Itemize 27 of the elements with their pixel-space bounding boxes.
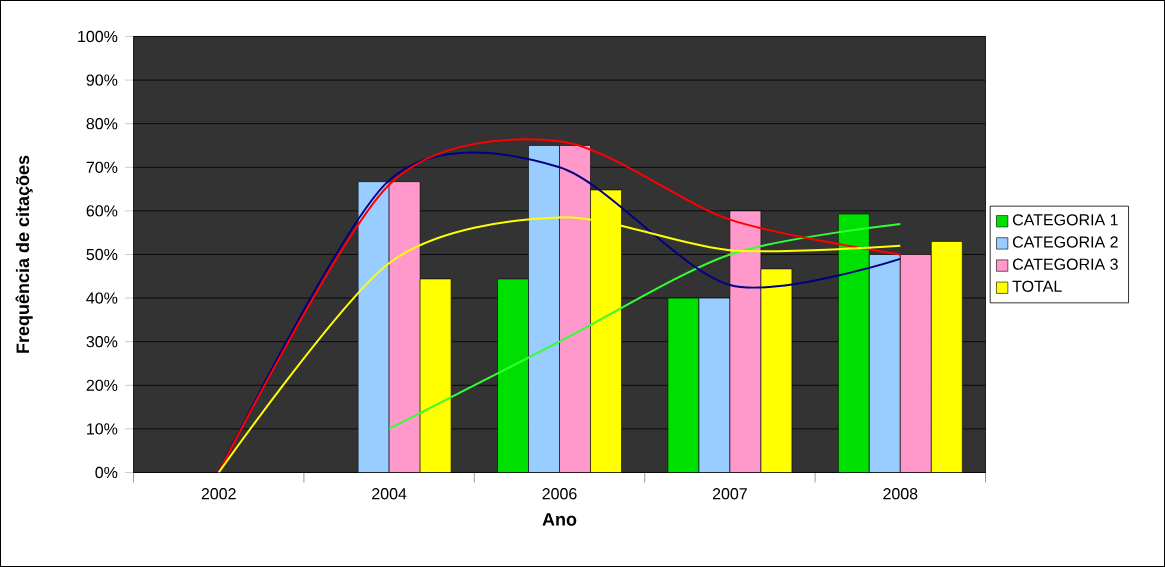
y-tick-label: 40% (86, 292, 118, 304)
x-axis-title: Ano (542, 513, 577, 526)
legend-label: TOTAL (1012, 280, 1062, 292)
y-tick-label: 30% (86, 336, 118, 348)
y-tick-label: 0% (95, 466, 118, 479)
bar (559, 145, 591, 473)
bar (729, 210, 762, 473)
legend-label: CATEGORIA 3 (1012, 258, 1118, 270)
y-tick-label: 20% (86, 379, 118, 391)
x-tick-label: 2006 (542, 488, 577, 500)
x-tick-label: 2004 (372, 488, 407, 500)
line-series (388, 222, 902, 430)
bar (388, 181, 421, 473)
y-tick-label: 80% (86, 118, 118, 130)
y-tick-label: 70% (86, 161, 118, 173)
y-tick-label: 10% (87, 423, 118, 435)
x-tick-label: 2007 (712, 488, 747, 500)
y-tick-label: 100% (78, 30, 118, 43)
legend-label: CATEGORIA 2 (1012, 236, 1118, 248)
x-tick-label: 2002 (201, 488, 236, 500)
x-tick-label: 2008 (883, 488, 918, 500)
y-axis-title: Frequência de citações (15, 155, 33, 353)
bar (900, 254, 932, 473)
y-tick-label: 50% (86, 248, 118, 261)
legend-label: CATEGORIA 1 (1012, 214, 1118, 226)
y-tick-label: 90% (86, 74, 118, 86)
y-tick-label: 60% (86, 205, 118, 217)
